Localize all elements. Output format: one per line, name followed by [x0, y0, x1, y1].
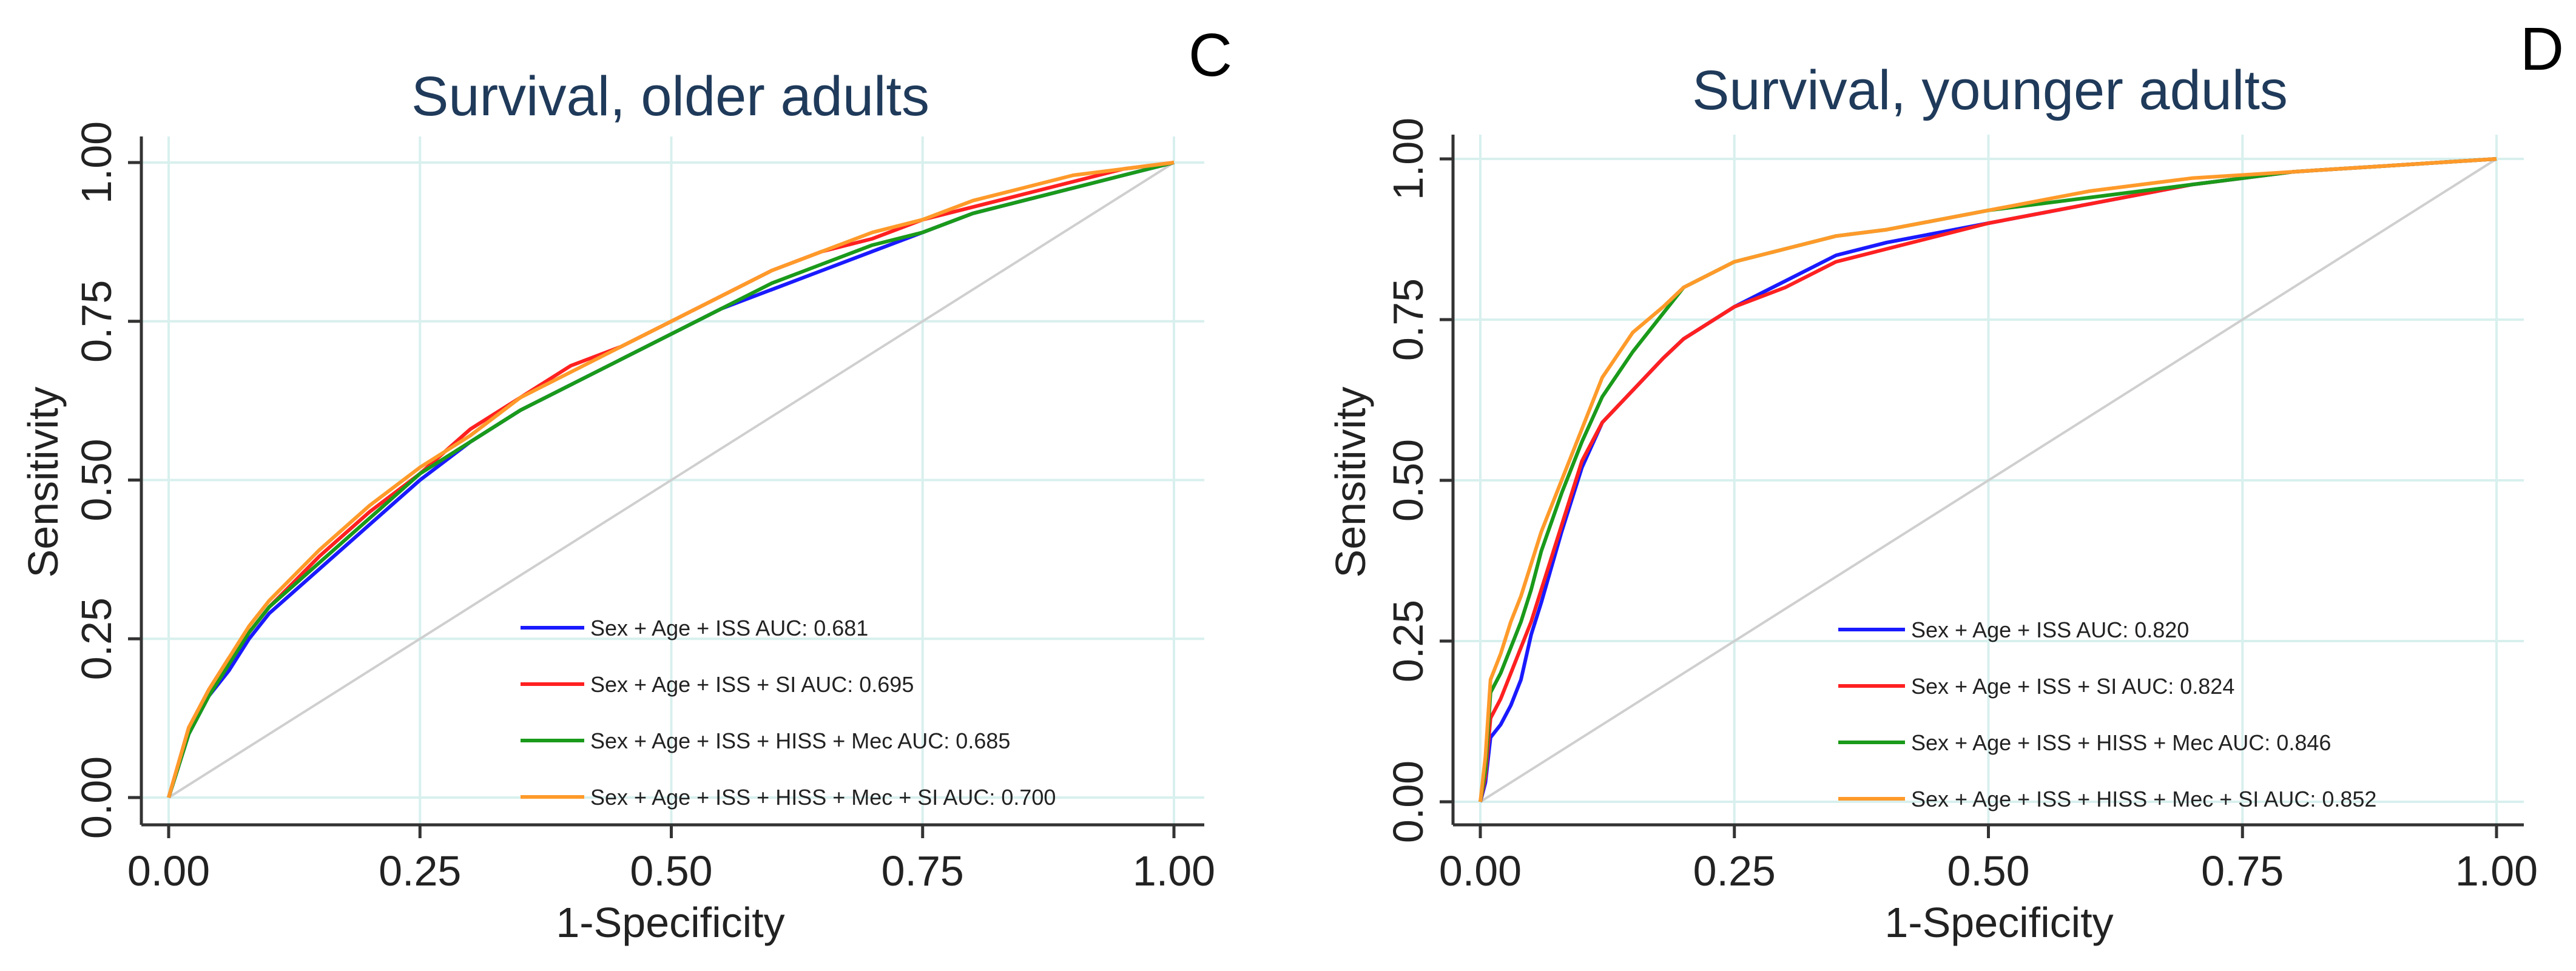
x-tick-label: 1.00 — [1133, 847, 1215, 895]
roc-curve — [167, 161, 1175, 798]
x-axis-label: 1-Specificity — [556, 899, 784, 946]
chart-title: Survival, older adults — [411, 66, 929, 127]
x-axis-label: 1-Specificity — [1884, 899, 2113, 946]
y-tick-label: 0.75 — [73, 280, 120, 363]
axes: 0.00 0.25 0.50 0.75 1.00 0.00 0.25 0.50 0.75 1.00 — [73, 121, 1215, 895]
y-tick-label: 0.75 — [1384, 278, 1432, 361]
roc-curve — [1479, 157, 2497, 802]
x-tick-label: 0.75 — [2201, 847, 2284, 895]
axes: 0.00 0.25 0.50 0.75 1.00 0.00 0.25 0.50 0.75 1.00 — [1384, 118, 2538, 895]
roc-curve — [1479, 157, 2497, 802]
plot-area — [1479, 157, 2498, 803]
chart-title: Survival, younger adults — [1692, 59, 2288, 121]
legend: Sex + Age + ISS AUC: 0.681 Sex + Age + IS… — [521, 616, 1056, 810]
x-tick-label: 0.25 — [1693, 847, 1776, 895]
x-tick-label: 0.00 — [1439, 847, 1522, 895]
x-tick-label: 0.75 — [882, 847, 964, 895]
plot-area — [167, 161, 1175, 799]
y-axis-label: Sensitivity — [19, 386, 67, 577]
grid — [141, 136, 1204, 825]
reference-line — [167, 161, 1175, 799]
x-tick-label: 0.50 — [630, 847, 712, 895]
y-tick-label: 0.50 — [73, 438, 120, 521]
legend-label: Sex + Age + ISS + SI AUC: 0.824 — [1911, 674, 2234, 699]
legend-label: Sex + Age + ISS + SI AUC: 0.695 — [590, 672, 914, 697]
legend-label: Sex + Age + ISS + HISS + Mec + SI AUC: 0… — [590, 785, 1056, 810]
y-tick-label: 0.25 — [73, 597, 120, 680]
y-tick-label: 1.00 — [73, 121, 120, 204]
panel-older-adults: Survival, older adults C 0.00 0.25 0.50 0.7… — [19, 21, 1232, 946]
x-tick-label: 0.00 — [127, 847, 210, 895]
legend-label: Sex + Age + ISS + HISS + Mec + SI AUC: 0… — [1911, 787, 2376, 811]
legend-label: Sex + Age + ISS + HISS + Mec AUC: 0.685 — [590, 728, 1010, 753]
reference-line — [1479, 158, 2498, 803]
y-tick-label: 1.00 — [1384, 118, 1432, 200]
legend-label: Sex + Age + ISS + HISS + Mec AUC: 0.846 — [1911, 730, 2331, 755]
y-axis-label: Sensitivity — [1327, 386, 1374, 577]
panel-letter: D — [2520, 15, 2564, 83]
legend-label: Sex + Age + ISS AUC: 0.681 — [590, 616, 868, 640]
y-tick-label: 0.00 — [73, 756, 120, 839]
roc-curve — [167, 161, 1175, 798]
x-tick-label: 1.00 — [2455, 847, 2538, 895]
x-tick-label: 0.25 — [379, 847, 461, 895]
y-tick-label: 0.00 — [1384, 761, 1432, 843]
roc-curve — [1479, 157, 2497, 802]
x-tick-label: 0.50 — [1947, 847, 2029, 895]
panel-younger-adults: Survival, younger adults D 0.00 0.25 0.50 0… — [1327, 15, 2564, 946]
y-tick-label: 0.25 — [1384, 600, 1432, 682]
panel-letter: C — [1189, 21, 1232, 89]
legend: Sex + Age + ISS AUC: 0.820 Sex + Age + IS… — [1838, 617, 2376, 811]
legend-label: Sex + Age + ISS AUC: 0.820 — [1911, 617, 2189, 642]
y-tick-label: 0.50 — [1384, 439, 1432, 522]
